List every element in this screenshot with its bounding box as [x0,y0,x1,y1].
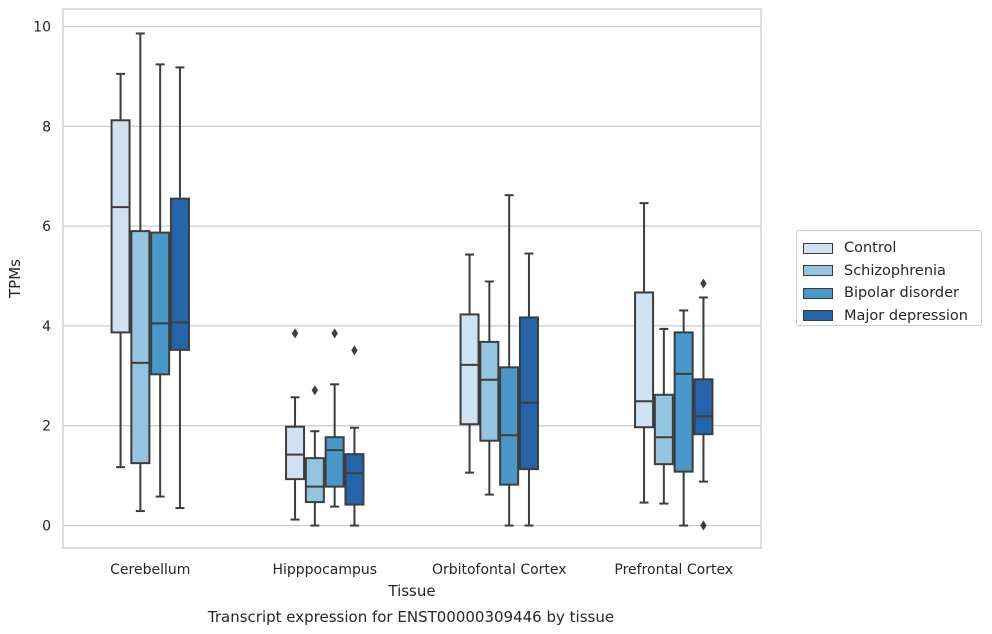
box-bipolar-disorder-3 [673,309,694,527]
box-iqr [499,366,520,486]
box-iqr [344,453,365,506]
box-bipolar-disorder-0 [150,63,171,498]
plot-area-frame [62,8,762,549]
box-iqr [130,230,151,465]
box-schizophrenia-2 [479,280,500,496]
box-iqr [693,378,714,436]
box-control-0 [110,72,131,469]
box-major-depression-1 [344,345,365,527]
y-tick-labels: 0 2 4 6 8 10 [33,19,51,534]
legend-label-bipolar-disorder: Bipolar disorder [844,285,959,302]
y-tick-label: 6 [42,219,51,235]
box-iqr [653,393,674,466]
y-tick-label: 2 [42,419,51,435]
x-tick-labels: Cerebellum Hipppocampus Orbitofontal Corte… [110,562,733,578]
box-iqr [110,119,131,334]
outlier-point [331,328,338,339]
box-iqr [634,291,655,429]
legend-item-major-depression: Major depression [803,305,981,328]
box-iqr [285,425,306,481]
legend-swatch-schizophrenia [803,265,833,277]
legend-label-control: Control [844,240,897,257]
y-tick-label: 4 [42,319,51,335]
box-schizophrenia-1 [304,385,325,527]
box-control-3 [634,202,655,504]
boxes [110,32,714,531]
legend-label-schizophrenia: Schizophrenia [844,262,946,279]
box-schizophrenia-0 [130,32,151,513]
outlier-point [351,345,358,356]
legend-swatch-major-depression [803,310,833,322]
outlier-point [700,278,707,289]
box-iqr [518,316,539,471]
y-tick-label: 0 [42,519,51,535]
box-iqr [479,340,500,442]
x-axis-title: Tissue [387,582,435,600]
x-tick-label: Orbitofontal Cortex [432,562,567,578]
outlier-point [700,520,707,531]
legend-item-bipolar-disorder: Bipolar disorder [803,282,981,305]
box-iqr [304,457,325,504]
y-tick-label: 10 [33,19,51,35]
legend: Control Schizophrenia Bipolar disorder M… [796,230,982,326]
legend-item-schizophrenia: Schizophrenia [803,260,981,283]
legend-label-major-depression: Major depression [844,307,968,324]
box-major-depression-0 [169,66,190,510]
outlier-point [311,385,319,396]
box-control-1 [285,328,306,521]
chart-title: Transcript expression for ENST0000030944… [207,608,614,626]
x-tick-label: Prefrontal Cortex [614,562,733,578]
y-axis-title: TPMs [6,259,24,299]
x-tick-label: Hipppocampus [272,562,377,578]
box-iqr [673,331,694,473]
y-tick-label: 8 [42,119,51,135]
legend-item-control: Control [803,237,981,260]
box-major-depression-3 [693,278,714,531]
box-bipolar-disorder-2 [499,194,520,527]
box-iqr [324,436,345,488]
box-schizophrenia-3 [653,327,674,505]
outlier-point [291,328,299,339]
legend-swatch-control [803,242,833,254]
box-control-2 [459,253,480,474]
legend-swatch-bipolar-disorder [803,287,833,299]
box-iqr [459,313,480,426]
box-major-depression-2 [518,252,539,527]
box-bipolar-disorder-1 [324,328,345,508]
box-iqr [169,197,190,351]
box-iqr [150,231,171,376]
x-tick-label: Cerebellum [110,562,190,578]
